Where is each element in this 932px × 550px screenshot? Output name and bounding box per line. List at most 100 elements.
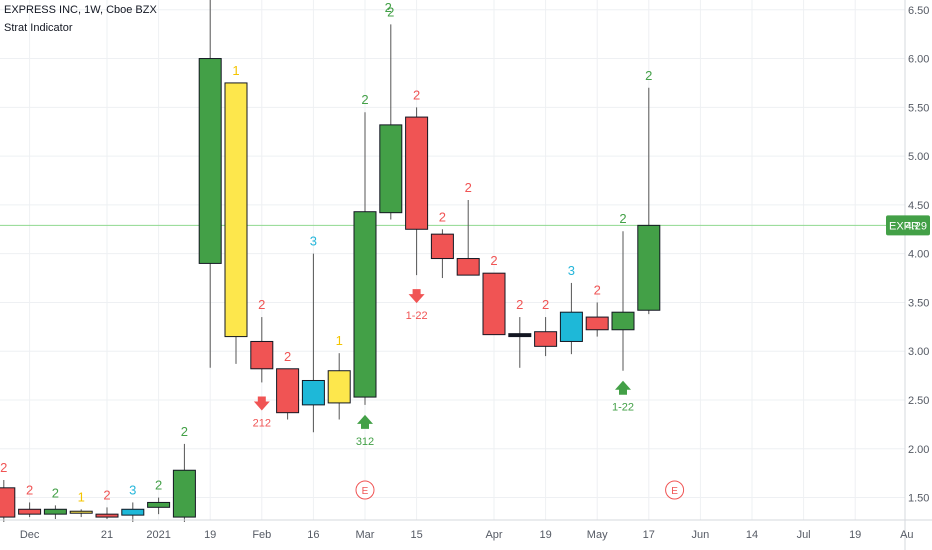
time-tick-label: 2021 [146,529,170,541]
price-tick-label: 3.50 [908,297,929,309]
candle-body [0,487,16,518]
candle-body [250,340,274,370]
grid-layer [0,0,908,520]
strat-label: 2 [181,424,188,439]
strat-label: 3 [129,482,136,497]
candle-body [482,272,506,336]
strat-label: 2 [385,0,392,15]
candle[interactable] [456,200,480,276]
arrow-down-icon [253,396,270,411]
time-tick-label: Mar [356,529,375,541]
strat-label: 2 [155,478,162,493]
strat-label: 2 [26,482,33,497]
candle[interactable] [534,317,558,357]
price-badge-value: 4.29 [906,220,927,232]
time-tick-label: 16 [307,529,319,541]
earnings-icon [665,480,685,500]
strat-label: 3 [568,263,575,278]
time-tick-label: 14 [746,529,758,541]
strat-label: 2 [258,297,265,312]
time-tick-label: 17 [643,529,655,541]
candle[interactable] [121,502,145,522]
candle-body [43,508,67,515]
strat-label: 2 [594,282,601,297]
strat-label: 2 [542,297,549,312]
candle-body [456,258,480,276]
candle[interactable] [637,87,661,315]
candle[interactable] [405,107,429,276]
time-tick-label: 21 [101,529,113,541]
candle[interactable] [0,480,16,522]
strat-label: 2 [387,4,394,19]
strat-label: 2 [516,297,523,312]
candle[interactable] [95,507,119,520]
price-axis-bg [905,0,932,550]
candle[interactable] [276,368,300,420]
price-tick-label: 5.50 [908,102,929,114]
candle[interactable] [327,353,351,420]
symbol-title[interactable]: EXPRESS INC, 1W, Cboe BZX [4,4,157,16]
time-tick-label: 19 [539,529,551,541]
signal-marker: 312 [356,414,374,448]
candle[interactable] [147,497,171,515]
candle-body [379,124,403,214]
time-tick-label: Au [900,529,913,541]
indicator-name[interactable]: Strat Indicator [4,22,73,34]
candle[interactable] [559,282,583,355]
candle[interactable] [18,502,42,518]
candle[interactable] [379,24,403,220]
candle[interactable] [353,112,377,405]
candle[interactable] [43,505,67,520]
candle-body [559,311,583,342]
time-axis[interactable]: Dec 21 2021 19 Feb 16 Mar 15 Apr 19 May 17 Jun 14 Jul 1… [0,519,932,541]
candle[interactable] [508,317,532,368]
strat-label: 3 [310,234,317,249]
candle[interactable] [172,443,196,522]
earnings-marker[interactable]: E [355,480,375,500]
candle-body [637,224,661,311]
time-tick-label: May [587,529,608,541]
strat-label: 2 [490,253,497,268]
candle[interactable] [430,229,454,279]
arrow-down-icon [408,289,425,304]
candle[interactable] [250,317,274,383]
candle-body [95,513,119,518]
strat-label: 2 [284,349,291,364]
time-tick-label: Dec [20,529,40,541]
candle[interactable] [198,0,222,368]
candle[interactable] [611,231,635,371]
candle-body [69,510,93,514]
signal-label: 312 [356,436,374,448]
candle[interactable] [69,509,93,518]
candle-body [18,508,42,515]
price-tick-label: 2.00 [908,444,929,456]
candle[interactable] [301,253,325,433]
time-tick-label: Apr [485,529,502,541]
candle-body [301,379,325,406]
earnings-marker[interactable]: E [665,480,685,500]
candle-body [327,370,351,404]
price-tick-label: 4.00 [908,249,929,261]
strat-label: 2 [465,180,472,195]
candle[interactable] [224,82,248,364]
strat-label: 2 [645,68,652,83]
strat-label: 1 [78,489,85,504]
price-axis[interactable]: 6.50 6.00 5.50 5.00 4.50 4.00 3.50 3.00 2.50 2.00… [904,0,932,550]
strat-label: 1 [232,63,239,78]
strat-label: 2 [361,92,368,107]
price-badge-ticker: EXPR [889,220,919,232]
time-tick-label: Jul [797,529,811,541]
time-tick-label: 19 [849,529,861,541]
price-tick-label: 4.50 [908,200,929,212]
signal-label: 1-22 [406,310,428,322]
candle-body [224,82,248,338]
strat-label: 1 [336,333,343,348]
candle[interactable] [482,272,506,336]
candle[interactable] [585,302,609,337]
candle-layer[interactable] [0,0,661,522]
